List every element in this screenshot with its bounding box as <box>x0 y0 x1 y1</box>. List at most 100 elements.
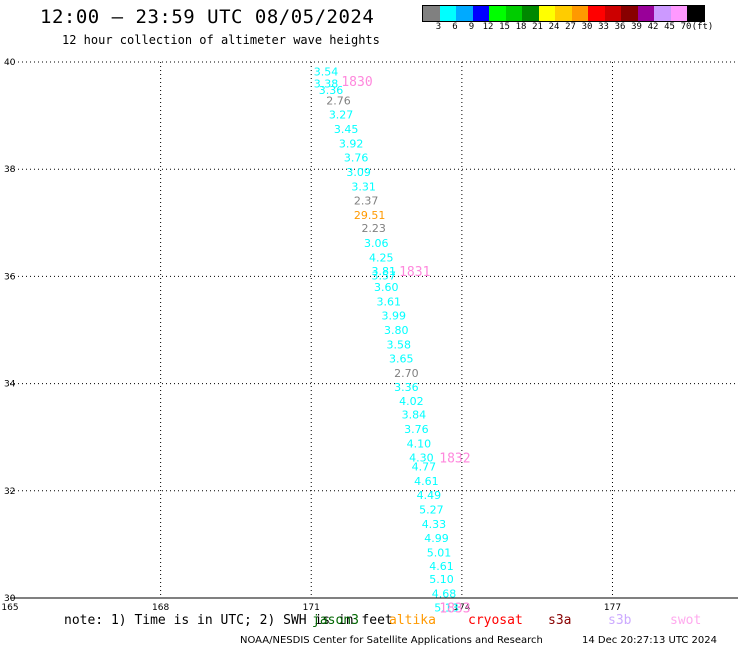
wave-height-point: 3.58 <box>387 338 412 351</box>
colorbar-swatch <box>621 6 638 21</box>
wave-height-point: 3.09 <box>346 166 371 179</box>
wave-height-point: 3.38 <box>314 77 339 90</box>
y-tick-label: 34 <box>4 380 16 390</box>
wave-height-point: 4.02 <box>399 395 424 408</box>
colorbar-tick-label: 3 <box>435 22 442 32</box>
colorbar-tick-label: 12 <box>482 22 494 32</box>
colorbar-swatch <box>538 6 555 21</box>
wave-height-point: 3.76 <box>404 423 429 436</box>
wave-height-point: 4.25 <box>369 252 394 265</box>
wave-height-point: 3.84 <box>402 409 427 422</box>
wave-height-point: 3.76 <box>344 151 369 164</box>
wave-height-point: 2.37 <box>354 194 379 207</box>
wave-height-point: 2.76 <box>326 95 351 108</box>
wave-height-point: 3.80 <box>384 324 409 337</box>
colorbar-swatch <box>604 6 621 21</box>
colorbar-tick-label: 15 <box>499 22 510 32</box>
wave-height-point: 3.06 <box>364 237 389 250</box>
wave-height-point: 4.33 <box>422 518 447 531</box>
generation-timestamp: 14 Dec 20:27:13 UTC 2024 <box>582 635 717 646</box>
wave-height-point: 5.13 <box>434 602 459 615</box>
x-tick-label: 177 <box>604 603 621 613</box>
colorbar-swatch <box>654 6 671 21</box>
y-tick-label: 32 <box>4 487 15 497</box>
colorbar-tick-label: 24 <box>548 22 560 32</box>
wave-height-point: 3.31 <box>351 180 376 193</box>
colorbar-swatch <box>637 6 654 21</box>
footnote: note: 1) Time is in UTC; 2) SWH is in fe… <box>64 613 393 628</box>
colorbar-tick-label: 30 <box>581 22 593 32</box>
colorbar-tick-label: 36 <box>614 22 626 32</box>
colorbar-tick-label: 70 <box>680 22 692 32</box>
colorbar-swatch <box>571 6 588 21</box>
colorbar-tick-label: 39 <box>631 22 642 32</box>
wave-height-point: 3.57 <box>371 269 396 282</box>
colorbar-tick-label: 45 <box>664 22 675 32</box>
pass-time-label: 1833 <box>439 602 470 617</box>
colorbar-tick-label: 9 <box>468 22 475 32</box>
legend-item-s3a: s3a <box>548 613 572 628</box>
colorbar-tick-label: 6 <box>452 22 458 32</box>
colorbar-tick-label: 27 <box>565 22 576 32</box>
colorbar-tick-label: (ft) <box>691 22 714 32</box>
colorbar-swatch <box>670 6 687 21</box>
pass-time-label: 1831 <box>399 265 430 280</box>
wave-height-point: 3.36 <box>319 84 344 97</box>
colorbar-swatch <box>472 6 489 21</box>
colorbar-swatch <box>687 6 704 21</box>
wave-height-point: 3.92 <box>339 137 364 150</box>
wave-height-point: 3.60 <box>374 281 399 294</box>
legend-item-jason3: jason3 <box>312 613 359 628</box>
colorbar-tick-label: 18 <box>515 22 527 32</box>
colorbar-tick-label: 21 <box>532 22 543 32</box>
wave-height-point: 29.51 <box>354 209 386 222</box>
legend-item-swot: swot <box>670 613 702 628</box>
colorbar-labels: 3 6 9 12 15 18 21 24 27 30 33 36 39 42 45 70 (ft) <box>422 22 740 34</box>
x-tick-label: 171 <box>303 603 320 613</box>
wave-height-point: 3.65 <box>389 352 414 365</box>
wave-height-point: 4.49 <box>417 489 442 502</box>
wave-height-point: 4.10 <box>407 438 432 451</box>
y-tick-label: 30 <box>4 594 16 604</box>
y-tick-label: 38 <box>4 165 16 175</box>
colorbar-swatch <box>439 6 456 21</box>
wave-height-point: 3.99 <box>382 310 407 323</box>
wave-height-point: 3.36 <box>394 381 419 394</box>
legend-item-cryosat: cryosat <box>468 613 523 628</box>
colorbar-swatch <box>555 6 572 21</box>
chart-title: 12:00 – 23:59 UTC 08/05/2024 <box>40 6 375 28</box>
chart-subtitle: 12 hour collection of altimeter wave hei… <box>62 33 380 47</box>
colorbar-swatch <box>489 6 506 21</box>
wave-height-point: 4.61 <box>429 560 454 573</box>
wave-height-point: 3.27 <box>329 109 354 122</box>
colorbar-tick-label: 42 <box>647 22 659 32</box>
wave-height-point: 4.99 <box>424 532 449 545</box>
wave-height-point: 3.45 <box>334 123 359 136</box>
colorbar-tick-label: 33 <box>598 22 609 32</box>
wave-height-point: 5.10 <box>429 573 454 586</box>
colorbar-swatch <box>588 6 605 21</box>
x-tick-label: 168 <box>152 603 169 613</box>
wave-height-point: 5.27 <box>419 504 444 517</box>
wave-height-point: 2.23 <box>361 222 386 235</box>
colorbar-swatch <box>522 6 539 21</box>
wave-height-point: 5.01 <box>427 546 452 559</box>
colorbar-swatch <box>456 6 473 21</box>
wave-height-point: 2.70 <box>394 367 419 380</box>
colorbar-swatch <box>505 6 522 21</box>
wave-height-point: 3.61 <box>377 296 402 309</box>
colorbar <box>422 5 705 22</box>
wave-height-point: 3.54 <box>314 66 339 79</box>
colorbar-swatch <box>423 6 440 21</box>
credit-text: NOAA/NESDIS Center for Satellite Applica… <box>240 635 543 646</box>
wave-height-point: 3.81 <box>371 265 396 278</box>
legend-item-s3b: s3b <box>608 613 632 628</box>
wave-height-point: 4.30 <box>409 452 434 465</box>
x-tick-label: 174 <box>453 603 470 613</box>
wave-height-point: 4.68 <box>432 588 457 601</box>
wave-height-point: 4.77 <box>412 461 437 474</box>
x-tick-label: 165 <box>1 603 18 613</box>
pass-time-label: 1832 <box>439 452 470 467</box>
y-tick-label: 40 <box>4 58 16 68</box>
